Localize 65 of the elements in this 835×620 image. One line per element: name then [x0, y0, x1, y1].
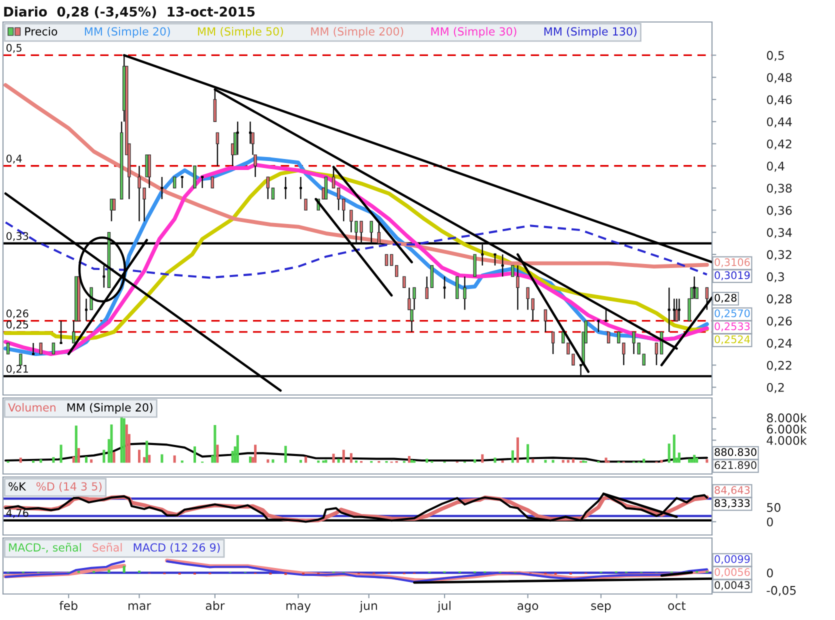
series-label: MACD-, señal [9, 542, 81, 553]
legend-label: Precio [25, 27, 58, 36]
ref-line-label: 0,26 [6, 310, 28, 318]
y-tick-label: 0,4 [766, 162, 784, 172]
y-tick-label: 0,44 [766, 117, 792, 128]
y-tick-label: 0 [766, 568, 773, 578]
text: 0,0043 [714, 581, 750, 590]
y-tick-label: 0,22 [766, 360, 792, 371]
x-tick-label: mar [128, 603, 152, 610]
data-label: 0,3019 [714, 271, 750, 280]
y-tick-label: 0,28 [766, 294, 792, 305]
y-tick-label: 0,3 [766, 272, 784, 282]
y-tick-label: 0,36 [766, 206, 792, 216]
series-label: %K [8, 482, 26, 491]
text: 0,28 [714, 294, 736, 303]
ref-line-label: 0,33 [6, 232, 28, 242]
x-tick-label: jun [360, 600, 377, 612]
data-label: 83,333 [714, 499, 750, 508]
x-tick-label: ago [518, 603, 538, 612]
data-label: 0,2524 [714, 335, 750, 344]
y-tick-label: 8.000k [766, 413, 807, 422]
x-tick-label: feb [59, 600, 78, 610]
x-tick-label: sep [591, 603, 611, 612]
y-tick-label: 0,32 [766, 250, 792, 260]
y-tick-label: 0,38 [766, 184, 792, 194]
y-tick-label: 0,34 [766, 228, 792, 238]
y-tick-label: 0,5 [766, 50, 784, 62]
y-tick-label: 0,2 [766, 382, 784, 394]
x-tick-label: jul [437, 600, 450, 612]
data-label: 84,643 [714, 486, 750, 496]
y-tick-label: 0,46 [766, 95, 792, 106]
data-label: 0,2570 [714, 309, 750, 318]
text: MM (Simple 30) [431, 27, 516, 38]
ref-line-label: 0,25 [6, 320, 28, 330]
y-tick-label: -0,05 [766, 586, 796, 596]
y-tick-label: 0,26 [766, 316, 792, 327]
series-label: %D (14 3 5) [36, 482, 102, 492]
text: MM (Simple 20) [84, 27, 170, 38]
data-label: 0,3106 [714, 258, 750, 268]
y-tick-label: 0,24 [766, 338, 792, 349]
series-label: MACD (12 26 9) [134, 543, 220, 553]
ref-line-label: 0,21 [6, 364, 28, 374]
text: MM (Simple 50) [198, 27, 284, 38]
y-tick-label: 6.000k [766, 424, 807, 434]
x-tick-label: oct [668, 602, 686, 610]
text: MM (Simple 20) [67, 403, 152, 414]
y-tick-label: 0,42 [766, 139, 792, 150]
y-tick-label: 0,48 [766, 73, 792, 84]
text: MM (Simple 130) [544, 27, 636, 38]
series-label: Señal [92, 542, 122, 552]
y-tick-label: 50 [767, 503, 780, 512]
ref-line-label: 0,5 [6, 44, 22, 53]
text: 621.890 [714, 461, 756, 470]
y-tick-label: 0 [766, 517, 773, 526]
x-tick-label: abr [206, 600, 225, 610]
data-label: 0,2533 [714, 322, 750, 332]
y-tick-label: 4.000k [766, 436, 807, 445]
x-tick-label: may [286, 603, 311, 612]
data-label: 0,0056 [714, 568, 750, 578]
text: Volumen [8, 403, 56, 412]
data-label: 0,0099 [714, 555, 750, 564]
ref-line-label: 0,4 [6, 154, 22, 164]
data-label: 880.830 [714, 448, 756, 456]
text: MM (Simple 200) [311, 27, 404, 38]
chart-title: Diario 0,28 (-3,45%) 13-oct-2015 [4, 6, 255, 18]
